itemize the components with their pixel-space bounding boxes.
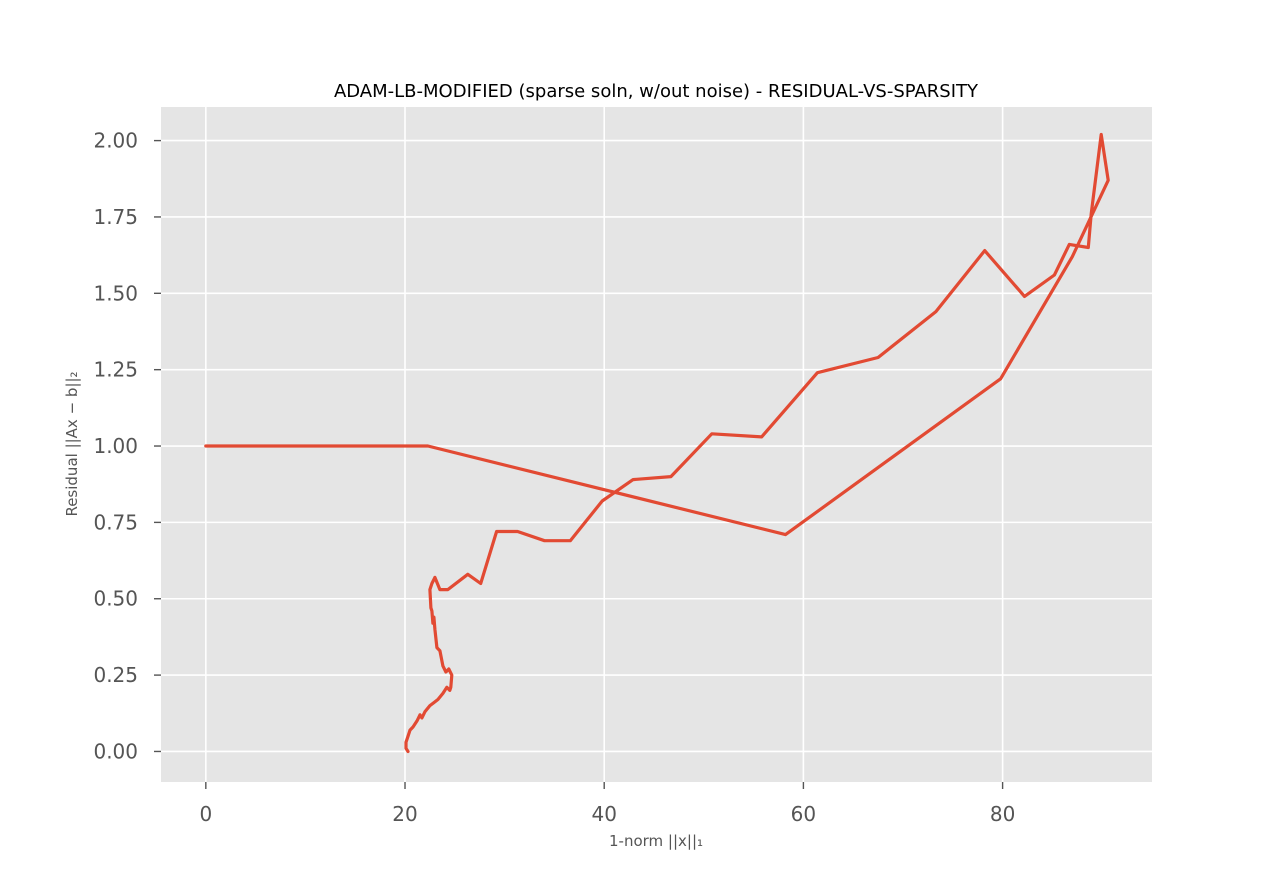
x-tick-label: 80 xyxy=(990,802,1015,826)
y-axis-label: Residual ||Ax − b||₂ xyxy=(63,371,81,516)
x-tick-label: 40 xyxy=(591,802,616,826)
y-tick-label: 0.75 xyxy=(93,510,138,534)
y-tick-label: 2.00 xyxy=(93,129,138,153)
y-tick-label: 0.00 xyxy=(93,739,138,763)
plot-area: 0 20 40 60 80 0.00 0.25 0.50 0.75 1.00 1.25 1.50 1.7… xyxy=(93,107,1152,826)
y-tick-label: 1.00 xyxy=(93,434,138,458)
chart-title: ADAM-LB-MODIFIED (sparse soln, w/out noi… xyxy=(334,81,979,102)
series-line xyxy=(204,132,1110,754)
y-tick-label: 1.75 xyxy=(93,205,138,229)
x-tick-label: 60 xyxy=(791,802,816,826)
x-axis-label: 1-norm ||x||₁ xyxy=(609,832,703,850)
y-tick-label: 0.25 xyxy=(93,663,138,687)
x-tick-label: 0 xyxy=(199,802,212,826)
x-tick-label: 20 xyxy=(392,802,417,826)
y-tick-label: 1.50 xyxy=(93,281,138,305)
y-tick-label: 1.25 xyxy=(93,358,138,382)
y-tick-label: 0.50 xyxy=(93,587,138,611)
